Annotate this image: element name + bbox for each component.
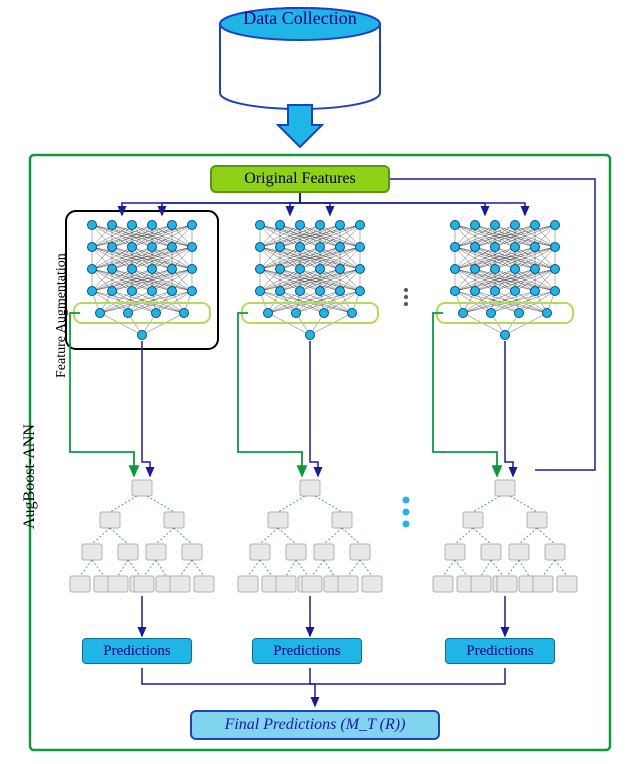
augboost-ann-label: AugBoost-ANN [21,389,39,529]
pred-3-text: Predictions [466,643,534,660]
predictions-3: Predictions [445,638,555,664]
augboost-text: AugBoost-ANN [21,424,38,529]
data-collection-text: Data Collection [243,8,356,29]
data-collection-label: Data Collection [220,6,380,30]
predictions-2: Predictions [252,638,362,664]
feature-augmentation-label: Feature Augmentation [54,238,70,378]
feature-aug-text: Feature Augmentation [54,253,69,378]
final-text: Final Predictions (M_T (R)) [225,716,406,734]
final-predictions-box: Final Predictions (M_T (R)) [190,710,440,740]
pred-1-text: Predictions [103,643,171,660]
predictions-1: Predictions [82,638,192,664]
original-features-text: Original Features [244,170,356,188]
pred-2-text: Predictions [273,643,341,660]
original-features-box: Original Features [210,165,390,193]
